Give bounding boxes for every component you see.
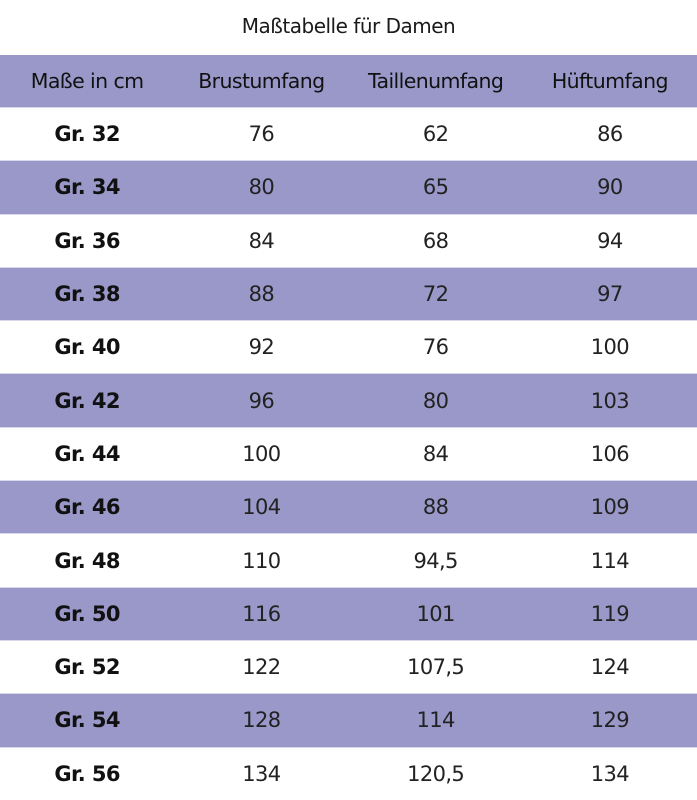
waist-cell: 84 [422, 441, 449, 466]
waist-cell: 101 [416, 601, 455, 626]
table-row: Gr. 44 100 84 106 [0, 426, 697, 480]
size-cell: Gr. 44 [54, 441, 120, 466]
size-cell: Gr. 54 [54, 708, 120, 733]
hip-cell: 114 [590, 548, 630, 573]
bust-cell: 104 [242, 495, 281, 520]
table-row: Gr. 56 134 120,5 134 [0, 746, 697, 800]
column-header-bust: Brustumfang [198, 69, 325, 93]
bust-cell: 84 [248, 228, 275, 253]
waist-cell: 80 [422, 388, 449, 413]
hip-cell: 129 [590, 708, 630, 733]
hip-cell: 109 [590, 495, 630, 520]
column-header-waist: Taillenumfang [367, 69, 504, 93]
table-row: Gr. 36 84 68 94 [0, 213, 697, 267]
waist-cell: 94,5 [413, 548, 458, 573]
hip-cell: 124 [590, 655, 630, 680]
bust-cell: 100 [242, 441, 281, 466]
table-row: Gr. 54 128 114 129 [0, 693, 697, 747]
waist-cell: 65 [422, 175, 449, 200]
column-header-hip: Hüftumfang [551, 69, 669, 93]
bust-cell: 92 [248, 335, 275, 360]
bust-cell: 128 [242, 708, 281, 733]
size-cell: Gr. 46 [54, 495, 120, 520]
waist-cell: 62 [422, 122, 449, 147]
bust-cell: 80 [248, 175, 275, 200]
waist-cell: 107,5 [407, 655, 465, 680]
size-cell: Gr. 32 [54, 122, 120, 147]
bust-cell: 88 [248, 282, 275, 307]
table-header-row: Maße in cm Brustumfang Taillenumfang Hüf… [0, 55, 697, 107]
waist-cell: 72 [422, 282, 449, 307]
size-cell: Gr. 56 [54, 761, 120, 786]
table-title: Maßtabelle für Damen [241, 14, 456, 38]
hip-cell: 103 [590, 388, 630, 413]
hip-cell: 86 [597, 122, 623, 147]
size-cell: Gr. 52 [54, 655, 120, 680]
size-cell: Gr. 40 [54, 335, 120, 360]
bust-cell: 134 [242, 761, 281, 786]
size-cell: Gr. 48 [54, 548, 120, 573]
waist-cell: 68 [422, 228, 449, 253]
bust-cell: 122 [242, 655, 281, 680]
table-row: Gr. 34 80 65 90 [0, 160, 697, 214]
bust-cell: 96 [248, 388, 275, 413]
table-row: Gr. 40 92 76 100 [0, 320, 697, 373]
table-row: Gr. 38 88 72 97 [0, 266, 697, 321]
table-row: Gr. 50 116 101 119 [0, 586, 697, 640]
table-row: Gr. 32 76 62 86 [0, 107, 697, 160]
size-cell: Gr. 38 [54, 282, 120, 307]
hip-cell: 100 [590, 335, 630, 360]
bust-cell: 76 [248, 122, 275, 147]
hip-cell: 134 [590, 761, 630, 786]
size-cell: Gr. 34 [54, 175, 120, 200]
hip-cell: 90 [597, 175, 623, 200]
waist-cell: 114 [416, 708, 455, 733]
table-row: Gr. 48 110 94,5 114 [0, 533, 697, 586]
column-header-measure: Maße in cm [30, 69, 144, 93]
bust-cell: 116 [242, 601, 281, 626]
hip-cell: 94 [597, 228, 623, 253]
waist-cell: 120,5 [407, 761, 465, 786]
size-cell: Gr. 50 [54, 601, 120, 626]
bust-cell: 110 [242, 548, 281, 573]
hip-cell: 119 [590, 601, 630, 626]
size-cell: Gr. 36 [54, 228, 120, 253]
waist-cell: 76 [422, 335, 449, 360]
table-row: Gr. 46 104 88 109 [0, 480, 697, 534]
table-row: Gr. 42 96 80 103 [0, 373, 697, 427]
hip-cell: 97 [597, 282, 623, 307]
size-table: Maße in cm Brustumfang Taillenumfang Hüf… [0, 55, 697, 800]
table-row: Gr. 52 122 107,5 124 [0, 639, 697, 693]
size-cell: Gr. 42 [54, 388, 120, 413]
hip-cell: 106 [590, 441, 630, 466]
waist-cell: 88 [422, 495, 449, 520]
